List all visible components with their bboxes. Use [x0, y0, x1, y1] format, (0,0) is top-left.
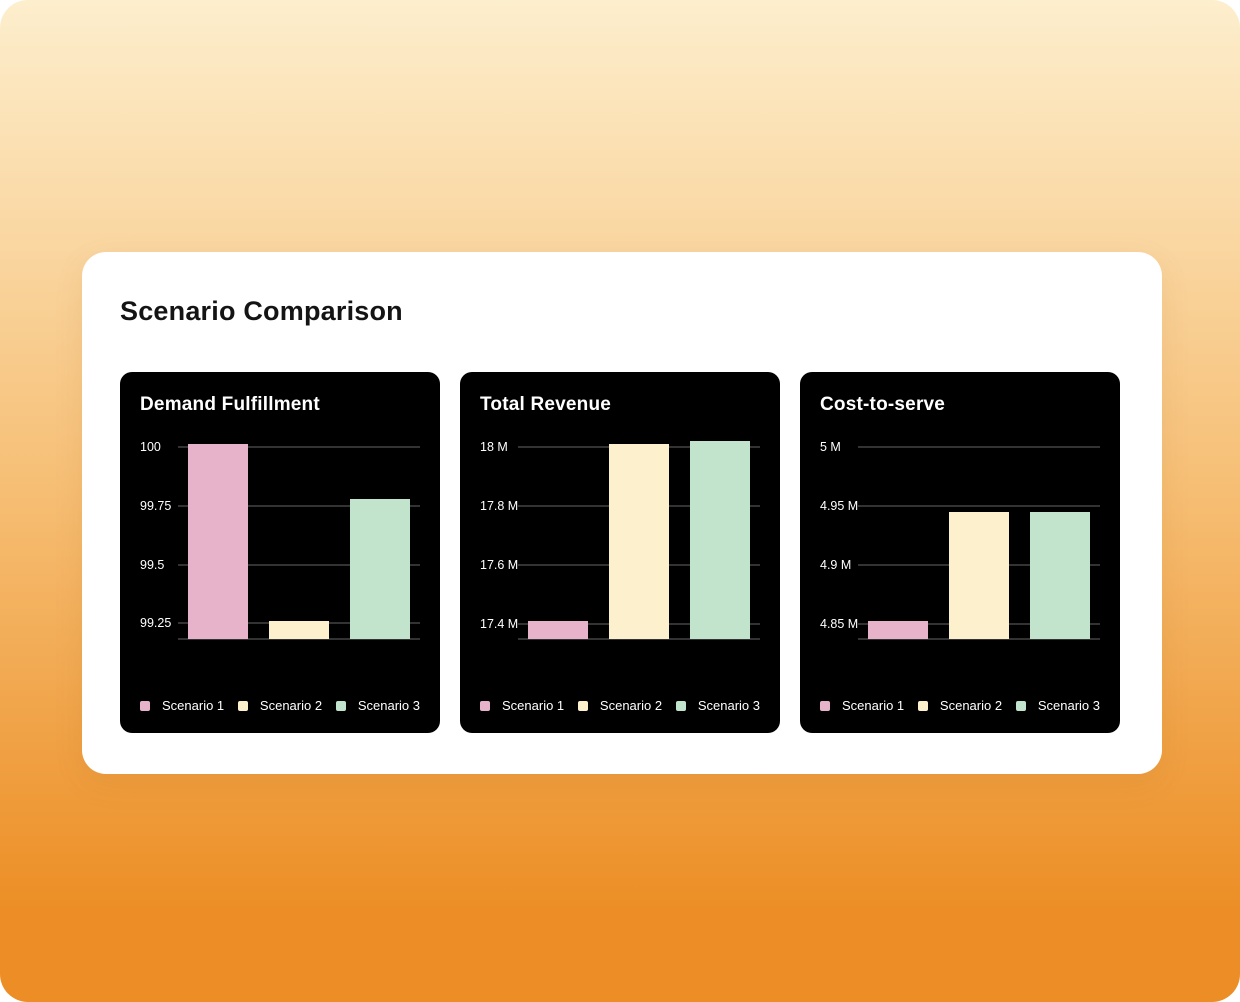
gridline	[178, 445, 420, 448]
y-tick-label: 4.85 M	[820, 616, 859, 631]
y-tick-label: 17.6 M	[480, 557, 519, 572]
bar-chart: 18 M 17.8 M 17.6 M 17.4 M	[480, 438, 760, 640]
legend-item-scenario-3[interactable]: Scenario 3	[335, 698, 420, 713]
gridline	[178, 563, 420, 566]
bar-scenario-2[interactable]	[949, 511, 1009, 639]
bar-slot	[518, 438, 599, 639]
gridline	[178, 504, 420, 507]
legend-swatch-icon	[675, 700, 686, 711]
bar-slot	[599, 438, 680, 639]
chart-panels-row: Demand Fulfillment 100 99.75 99.5 99.25 Sce…	[120, 372, 1124, 733]
y-tick-label: 100	[140, 439, 161, 454]
legend-item-label: Scenario 1	[842, 698, 905, 713]
chart-title: Total Revenue	[480, 394, 612, 415]
bar-slot	[259, 438, 340, 639]
y-tick-label: 99.5	[140, 557, 165, 572]
legend-item-label: Scenario 1	[162, 698, 225, 713]
bar-chart: 100 99.75 99.5 99.25	[140, 438, 420, 640]
x-axis-baseline	[858, 637, 1100, 640]
chart-panel-total-revenue: Total Revenue 18 M 17.8 M 17.6 M 17.4 M Sce…	[460, 372, 780, 733]
legend-item-scenario-2[interactable]: Scenario 2	[577, 698, 663, 713]
chart-panel-demand-fulfillment: Demand Fulfillment 100 99.75 99.5 99.25 Sce…	[120, 372, 440, 733]
bar-slot	[939, 438, 1020, 639]
legend-swatch-icon	[1015, 700, 1026, 711]
y-tick-label: 17.8 M	[480, 498, 519, 513]
chart-legend: Scenario 1 Scenario 2 Scenario 3	[140, 698, 420, 713]
bar-slot	[339, 438, 420, 639]
bar-scenario-3[interactable]	[1029, 511, 1090, 639]
bar-scenario-2[interactable]	[269, 621, 329, 639]
legend-swatch-icon	[335, 700, 346, 711]
legend-item-label: Scenario 3	[357, 698, 420, 713]
legend-item-scenario-3[interactable]: Scenario 3	[1015, 698, 1100, 713]
legend-item-label: Scenario 1	[502, 698, 565, 713]
legend-item-scenario-1[interactable]: Scenario 1	[140, 698, 224, 713]
y-tick-label: 99.25	[140, 616, 172, 631]
bar-chart: 5 M 4.95 M 4.9 M 4.85 M	[820, 438, 1100, 640]
legend-swatch-icon	[917, 700, 928, 711]
legend-item-scenario-1[interactable]: Scenario 1	[820, 698, 904, 713]
bar-scenario-1[interactable]	[188, 444, 249, 639]
bars-group	[858, 438, 1100, 639]
page-title: Scenario Comparison	[120, 296, 403, 326]
chart-title: Cost-to-serve	[820, 394, 946, 415]
y-tick-label: 4.9 M	[820, 557, 852, 572]
gridline	[858, 504, 1100, 507]
bar-slot	[178, 438, 259, 639]
legend-item-label: Scenario 3	[1037, 698, 1100, 713]
bar-scenario-1[interactable]	[528, 620, 589, 639]
legend-swatch-icon	[237, 700, 248, 711]
chart-legend: Scenario 1 Scenario 2 Scenario 3	[820, 698, 1100, 713]
bar-scenario-1[interactable]	[868, 621, 929, 639]
legend-item-scenario-2[interactable]: Scenario 2	[237, 698, 323, 713]
bars-group	[178, 438, 420, 639]
legend-item-label: Scenario 2	[259, 698, 323, 713]
legend-swatch-icon	[820, 700, 830, 711]
chart-legend: Scenario 1 Scenario 2 Scenario 3	[480, 698, 760, 713]
legend-item-label: Scenario 2	[599, 698, 663, 713]
legend-item-scenario-2[interactable]: Scenario 2	[917, 698, 1003, 713]
bar-scenario-3[interactable]	[349, 498, 410, 639]
legend-swatch-icon	[480, 700, 490, 711]
legend-item-label: Scenario 2	[939, 698, 1003, 713]
bar-slot	[1019, 438, 1100, 639]
scenario-comparison-card: Scenario Comparison Demand Fulfillment 1…	[82, 252, 1162, 774]
y-tick-label: 4.95 M	[820, 498, 859, 513]
bars-group	[518, 438, 760, 639]
legend-item-label: Scenario 3	[697, 698, 760, 713]
bar-slot	[858, 438, 939, 639]
y-tick-label: 99.75	[140, 498, 172, 513]
y-tick-label: 17.4 M	[480, 616, 519, 631]
chart-panel-cost-to-serve: Cost-to-serve 5 M 4.95 M 4.9 M 4.85 M Scena…	[800, 372, 1120, 733]
legend-swatch-icon	[577, 700, 588, 711]
bar-scenario-2[interactable]	[609, 444, 669, 639]
gridline	[858, 446, 1100, 449]
legend-swatch-icon	[140, 700, 150, 711]
legend-item-scenario-1[interactable]: Scenario 1	[480, 698, 564, 713]
bar-slot	[679, 438, 760, 639]
y-tick-label: 18 M	[480, 439, 508, 454]
legend-item-scenario-3[interactable]: Scenario 3	[675, 698, 760, 713]
x-axis-baseline	[518, 637, 760, 640]
chart-title: Demand Fulfillment	[140, 394, 320, 415]
y-tick-label: 5 M	[820, 440, 841, 455]
bar-scenario-3[interactable]	[689, 441, 750, 639]
x-axis-baseline	[178, 637, 420, 640]
